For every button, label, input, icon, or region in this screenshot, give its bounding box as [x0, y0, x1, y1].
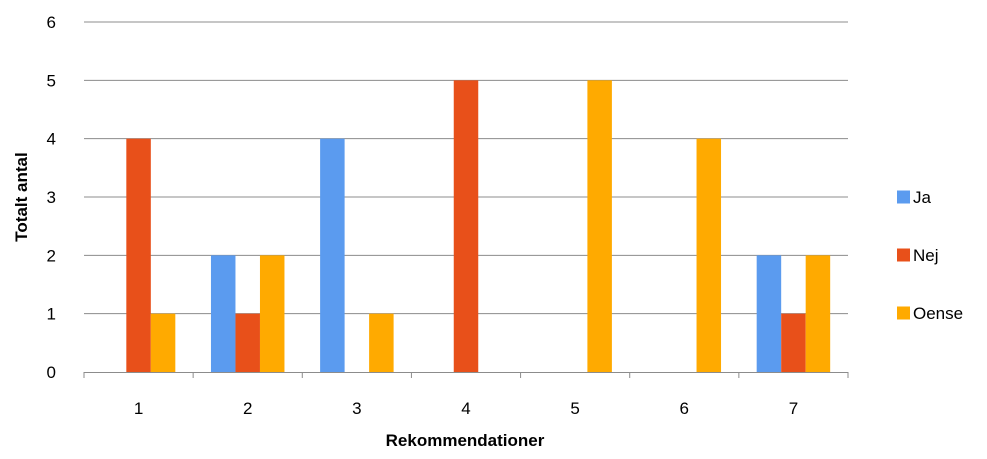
bar-oense-3 [369, 313, 394, 372]
y-tick-label: 6 [47, 13, 56, 32]
bar-ja-7 [756, 255, 782, 372]
x-tick-label: 7 [789, 399, 798, 418]
bar-nej-7 [781, 313, 806, 372]
bar-oense-2 [259, 255, 285, 372]
y-axis-title: Totalt antal [12, 152, 31, 241]
bar-nej-1 [126, 138, 151, 372]
y-tick-label: 0 [47, 363, 56, 382]
bars [126, 80, 831, 372]
bar-ja-2 [210, 255, 236, 372]
y-tick-label: 5 [47, 71, 56, 90]
legend-label-ja: Ja [913, 188, 932, 207]
x-tick-label: 4 [461, 399, 470, 418]
legend-swatch-nej [897, 248, 910, 262]
x-axis-title: Rekommendationer [386, 431, 545, 450]
x-tick-label: 5 [570, 399, 579, 418]
bar-nej-2 [235, 313, 260, 372]
x-tick-label: 6 [680, 399, 689, 418]
y-tick-labels: 0 1 2 3 4 5 6 [47, 13, 56, 382]
legend: Ja Nej Oense [897, 188, 963, 323]
bar-oense-7 [805, 255, 831, 372]
y-tick-label: 3 [47, 188, 56, 207]
bar-ja-3 [320, 138, 345, 372]
legend-label-oense: Oense [913, 304, 963, 323]
bar-oense-1 [150, 313, 176, 372]
bar-nej-4 [453, 80, 479, 372]
x-tick-label: 1 [134, 399, 143, 418]
x-tick-label: 2 [243, 399, 252, 418]
legend-swatch-oense [897, 306, 910, 320]
x-tick-labels: 1 2 3 4 5 6 7 [134, 399, 798, 418]
legend-swatch-ja [897, 190, 910, 204]
bar-oense-5 [587, 80, 612, 372]
bar-oense-6 [696, 138, 722, 372]
x-axis [83, 372, 849, 378]
y-tick-label: 2 [47, 246, 56, 265]
legend-label-nej: Nej [913, 246, 939, 265]
y-tick-label: 4 [47, 130, 56, 149]
x-tick-label: 3 [352, 399, 361, 418]
y-tick-label: 1 [47, 305, 56, 324]
